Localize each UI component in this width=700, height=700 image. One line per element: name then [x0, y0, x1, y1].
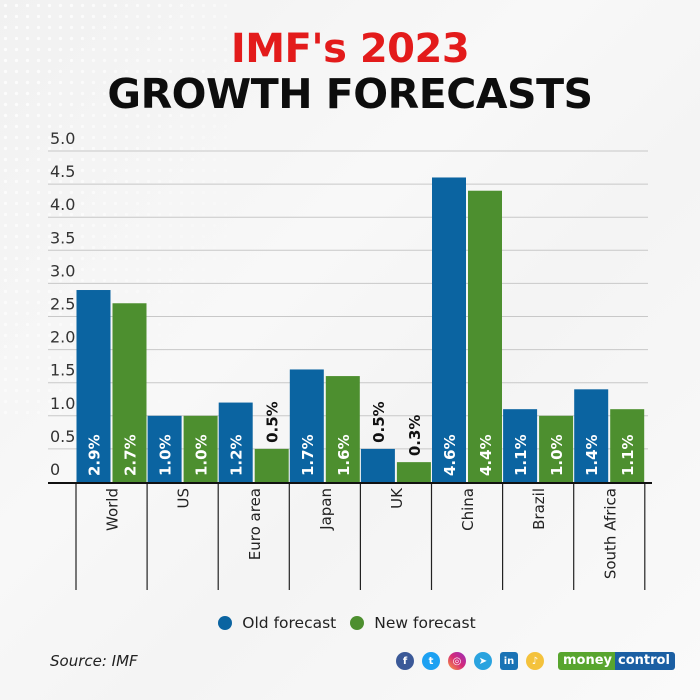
data-label: 1.6% [335, 434, 353, 476]
bar-new [112, 303, 147, 482]
twitter-icon[interactable]: t [422, 652, 440, 670]
data-label: 1.0% [193, 434, 211, 476]
bar-old [218, 402, 253, 482]
brand-control: control [615, 652, 675, 670]
brand-money: money [558, 652, 616, 670]
y-tick-label: 3.5 [50, 228, 75, 247]
legend: Old forecast New forecast [0, 614, 700, 632]
y-tick-label: 2.5 [50, 295, 75, 314]
social-bar: f t ◎ ➤ in ♪ money control [396, 651, 675, 671]
facebook-icon[interactable]: f [396, 652, 414, 670]
y-tick-label: 2.0 [50, 328, 75, 347]
data-label: 1.2% [228, 434, 246, 476]
category-label: Japan [317, 488, 335, 531]
legend-dot-new [350, 616, 365, 630]
y-tick-label: 0 [50, 460, 60, 479]
y-tick-label: 0.5 [50, 427, 75, 446]
bar-new [254, 448, 289, 482]
data-label: 0.5% [370, 401, 388, 443]
data-label: 0.3% [406, 415, 424, 457]
bar-new [610, 409, 645, 482]
data-label: 2.9% [86, 434, 104, 476]
category-label: China [459, 488, 477, 531]
data-label: 1.4% [583, 434, 601, 476]
bar-old [574, 389, 609, 482]
linkedin-icon[interactable]: in [500, 652, 518, 670]
bar-old [503, 409, 538, 482]
data-label: 4.4% [477, 434, 495, 476]
y-tick-label: 1.5 [50, 361, 75, 380]
chart-title-line1: IMF's 2023 [230, 26, 470, 72]
category-label: Euro area [246, 488, 264, 560]
bar-new [183, 415, 218, 482]
category-label: Brazil [530, 488, 548, 530]
chart-title-line2: GROWTH FORECASTS [107, 70, 593, 118]
bar-old [76, 290, 111, 482]
bar-old [360, 448, 395, 482]
data-label: 1.0% [157, 434, 175, 476]
data-label: 1.1% [512, 434, 530, 476]
bar-new [396, 462, 431, 482]
y-tick-label: 5.0 [50, 129, 75, 148]
bar-old [432, 177, 466, 483]
y-tick-label: 4.0 [50, 195, 75, 214]
legend-label-old: Old forecast [242, 614, 337, 632]
category-label: UK [388, 487, 406, 509]
bar-new [539, 415, 574, 482]
instagram-icon[interactable]: ◎ [448, 652, 466, 670]
data-label: 0.5% [264, 401, 282, 443]
legend-item-new: New forecast [350, 614, 476, 632]
category-label: South Africa [601, 488, 619, 579]
legend-label-new: New forecast [374, 614, 476, 632]
koo-icon[interactable]: ♪ [526, 652, 544, 670]
category-label: US [175, 488, 193, 509]
category-label: World [104, 488, 122, 531]
telegram-icon[interactable]: ➤ [474, 652, 492, 670]
moneycontrol-logo[interactable]: money control [558, 651, 675, 671]
bar-old [289, 369, 324, 482]
y-tick-label: 1.0 [50, 394, 75, 413]
data-label: 1.0% [548, 434, 566, 476]
bar-old [147, 415, 182, 482]
data-label: 4.6% [441, 434, 459, 476]
data-label: 2.7% [122, 434, 140, 476]
data-label: 1.7% [299, 434, 317, 476]
source-note: Source: IMF [50, 652, 138, 670]
legend-item-old: Old forecast [218, 614, 336, 632]
y-tick-label: 3.0 [50, 261, 75, 280]
legend-dot-old [218, 616, 233, 630]
y-tick-label: 4.5 [50, 162, 75, 181]
bar-new [325, 376, 360, 482]
bar-new [468, 190, 502, 482]
data-label: 1.1% [619, 434, 637, 476]
